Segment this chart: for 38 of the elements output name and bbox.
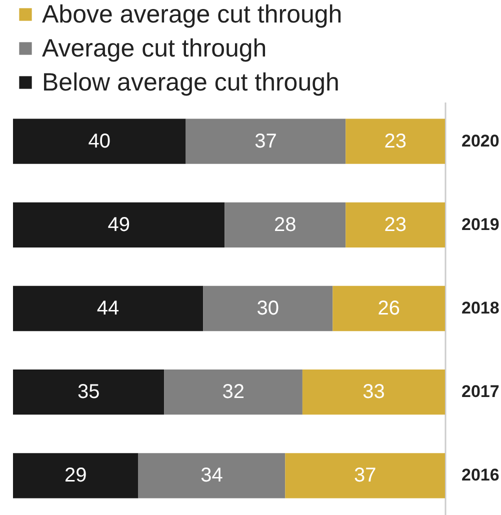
data-label: 40 <box>88 130 111 152</box>
data-label: 30 <box>256 298 280 320</box>
y-tick-label: 2018 <box>462 298 500 318</box>
bar <box>224 202 346 248</box>
data-label: 23 <box>384 130 406 152</box>
y-tick-label: 2019 <box>462 214 500 234</box>
bar <box>203 286 333 332</box>
data-label: 37 <box>254 130 277 152</box>
legend-label: Below average cut through <box>42 68 340 96</box>
bar <box>13 453 138 498</box>
bar <box>138 453 286 498</box>
bar <box>13 286 204 332</box>
data-label: 37 <box>354 464 376 487</box>
bar <box>332 286 445 332</box>
data-label: 33 <box>362 381 385 404</box>
data-label: 23 <box>384 214 406 236</box>
bar <box>302 370 445 415</box>
bar <box>346 118 445 164</box>
y-tick-label: 2017 <box>462 382 500 402</box>
y-tick-label: 2016 <box>462 466 500 485</box>
data-label: 34 <box>200 464 223 487</box>
bar <box>13 202 225 248</box>
y-tick-label: 2020 <box>462 131 500 150</box>
bar <box>285 453 445 498</box>
legend-label: Above average cut through <box>42 0 342 28</box>
bar <box>164 370 302 415</box>
bar <box>13 118 186 164</box>
data-label: 35 <box>77 381 100 404</box>
data-label: 44 <box>96 298 120 320</box>
data-label: 28 <box>274 214 296 236</box>
bar <box>346 202 445 248</box>
bar <box>13 370 164 415</box>
data-label: 49 <box>108 214 130 236</box>
data-label: 29 <box>64 464 87 487</box>
legend-label: Average cut through <box>42 34 267 62</box>
data-label: 26 <box>378 298 400 320</box>
bar <box>186 118 346 164</box>
data-label: 32 <box>222 381 244 404</box>
